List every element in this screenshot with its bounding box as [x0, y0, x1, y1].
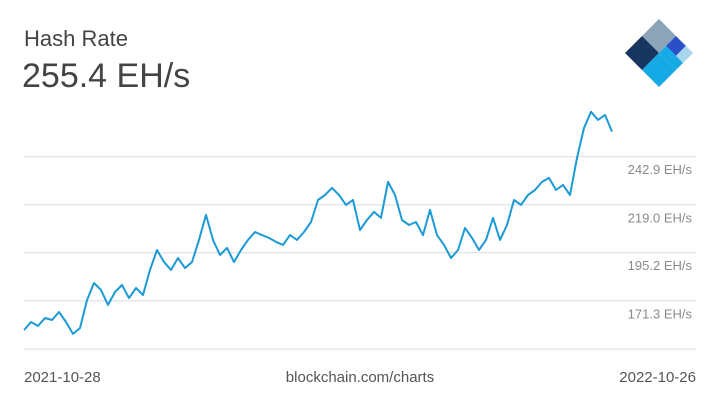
- y-tick-label: 219.0 EH/s: [628, 210, 693, 225]
- y-tick-label: 195.2 EH/s: [628, 258, 693, 273]
- y-tick-label: 242.9 EH/s: [628, 162, 693, 177]
- chart-title: Hash Rate: [24, 26, 128, 51]
- source-label: blockchain.com/charts: [286, 369, 434, 386]
- x-start-label: 2021-10-28: [24, 369, 101, 386]
- headline-value: 255.4 EH/s: [22, 57, 190, 95]
- hash-rate-line: [23, 110, 613, 335]
- y-tick-label: 171.3 EH/s: [628, 306, 693, 321]
- x-end-label: 2022-10-26: [619, 369, 696, 386]
- logo: [625, 19, 693, 87]
